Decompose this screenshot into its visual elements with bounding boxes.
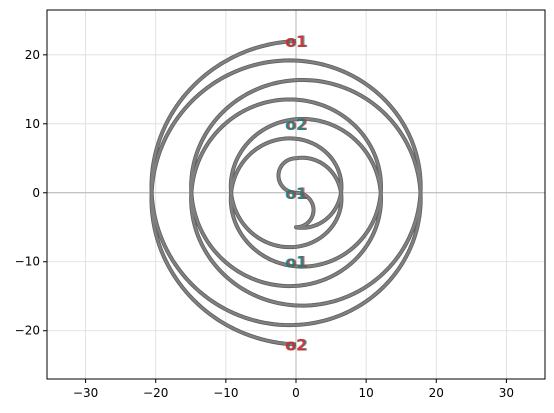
y-tick-label: −20 [15,324,40,338]
x-tick-label: 30 [499,386,514,400]
point-label-shadow: o2 [286,336,308,355]
x-tick-label: −20 [143,386,168,400]
point-label: o1 [285,253,307,272]
x-axis: −30 −20 −10 0 10 20 30 [73,379,514,400]
point-label: o1 [285,184,307,203]
point-label-shadow: o1 [286,253,308,272]
point-label-shadow: o1 [286,32,308,51]
point-label: o1 [285,32,307,51]
point-label: o2 [285,336,307,355]
x-tick-label: 20 [429,386,444,400]
y-tick-label: 0 [32,186,40,200]
x-tick-label: −30 [73,386,98,400]
y-tick-label: 10 [25,117,40,131]
y-tick-label: −10 [15,255,40,269]
x-tick-label: 10 [359,386,374,400]
x-tick-label: −10 [213,386,238,400]
point-label: o2 [285,115,307,134]
point-label-shadow: o2 [286,115,308,134]
y-axis: −20 −10 0 10 20 [15,48,47,338]
x-tick-label: 0 [292,386,300,400]
series-layer [149,39,423,347]
y-tick-label: 20 [25,48,40,62]
spiral-path [150,39,422,346]
point-label-shadow: o1 [286,184,308,203]
